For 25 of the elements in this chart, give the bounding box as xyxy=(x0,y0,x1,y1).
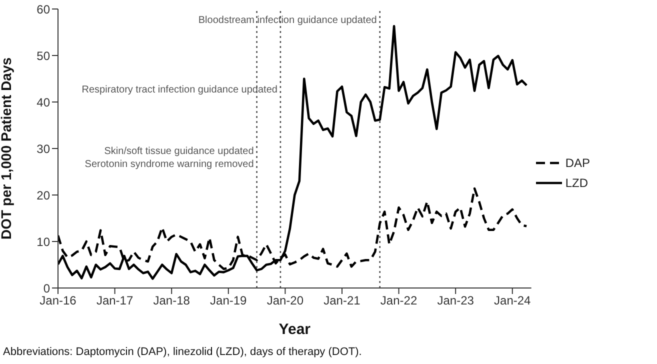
x-tick-label: Jan-16 xyxy=(40,294,77,308)
x-tick-label: Jan-20 xyxy=(266,294,304,308)
x-tick-label: Jan-21 xyxy=(324,294,361,308)
y-tick-label: 30 xyxy=(36,142,50,156)
y-tick-label: 50 xyxy=(36,48,50,63)
x-axis-title: Year xyxy=(278,321,311,338)
legend-label: DAP xyxy=(565,156,590,170)
x-tick-label: Jan-24 xyxy=(494,294,532,308)
ref-line-label: Bloodstream infection guidance updated xyxy=(198,14,377,26)
y-axis-title: DOT per 1,000 Patient Days xyxy=(0,57,14,240)
y-tick-label: 60 xyxy=(36,2,50,16)
y-tick-label: 40 xyxy=(36,95,50,110)
x-tick-label: Jan-22 xyxy=(380,294,418,308)
ref-line-label: Respiratory tract infection guidance updated xyxy=(82,84,278,96)
y-tick-label: 0 xyxy=(43,281,50,296)
ref-line-label: Skin/soft tissue guidance updated Serotonin syndrome warning removed xyxy=(84,146,254,170)
legend-label: LZD xyxy=(565,176,588,190)
x-tick-label: Jan-19 xyxy=(210,294,248,308)
y-tick-label: 20 xyxy=(36,188,50,202)
x-tick-label: Jan-17 xyxy=(96,294,134,308)
x-tick-label: Jan-23 xyxy=(437,294,474,308)
text: Abbreviations: Daptomycin (DAP), linezolid (LZD), days of therapy (DOT). xyxy=(3,346,362,358)
line-series xyxy=(58,25,528,280)
x-tick-label: Jan-18 xyxy=(153,294,190,308)
y-tick-label: 10 xyxy=(36,234,50,249)
